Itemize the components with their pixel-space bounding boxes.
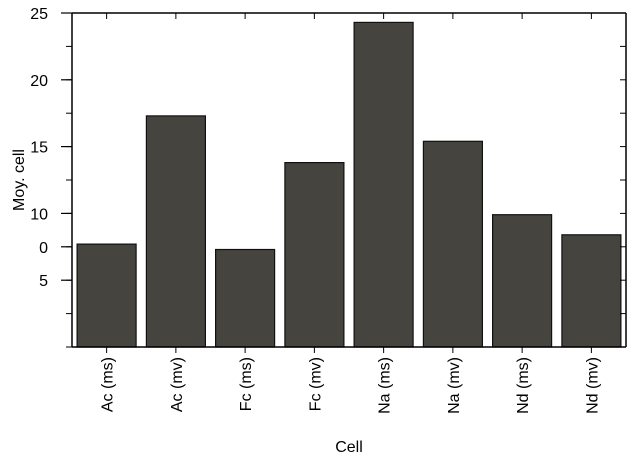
- x-tick-label: Fc (mv): [307, 357, 324, 411]
- y-tick-label: 20: [30, 73, 48, 90]
- bar: [145, 115, 206, 348]
- y-tick-label: 0: [39, 240, 48, 257]
- bar: [422, 140, 483, 348]
- y-tick-label: 5: [39, 273, 48, 290]
- y-axis-title: Moy. cell: [11, 149, 28, 211]
- x-axis-title: Cell: [335, 439, 363, 456]
- x-tick-label: Fc (ms): [238, 357, 255, 411]
- y-tick-label: 25: [30, 6, 48, 23]
- x-tick-label: Nd (ms): [515, 357, 532, 414]
- x-tick-label: Na (ms): [377, 357, 394, 414]
- bar: [284, 162, 345, 348]
- x-tick-label: Ac (mv): [169, 357, 186, 412]
- y-tick-label: 10: [30, 206, 48, 223]
- x-ticks-group: Ac (ms) Ac (mv) Fc (ms) Fc (mv) Na (ms) Na (m…: [100, 357, 602, 414]
- bar: [353, 21, 414, 348]
- x-tick-label: Nd (mv): [584, 357, 601, 414]
- x-tick-label: Ac (ms): [100, 357, 117, 412]
- bar: [561, 234, 622, 348]
- bar: [492, 214, 553, 348]
- x-tick-label: Na (mv): [446, 357, 463, 414]
- y-ticks-group: 5 0 10 15 20 25: [30, 6, 72, 290]
- y-tick-label: 15: [30, 140, 48, 157]
- bars-group: [76, 21, 622, 348]
- bar: [76, 243, 137, 348]
- bar: [215, 248, 276, 348]
